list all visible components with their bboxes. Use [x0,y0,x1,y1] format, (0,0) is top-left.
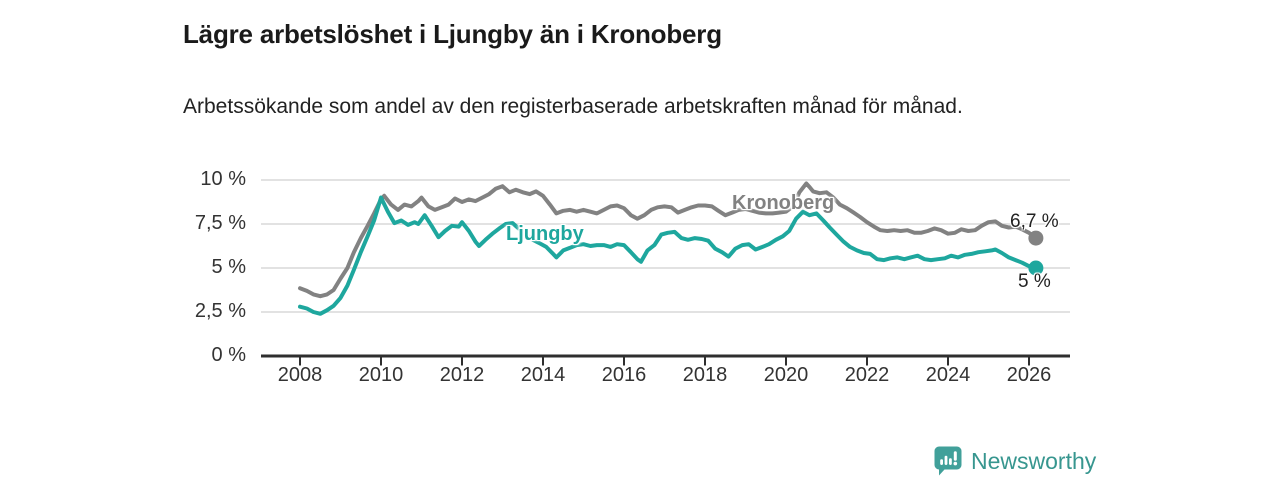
page-title: Lägre arbetslöshet i Ljungby än i Kronob… [183,19,722,50]
x-tick-label: 2008 [277,364,323,386]
end-dot-kronoberg [1028,230,1044,246]
x-tick-label: 2018 [682,364,728,386]
x-tick-label: 2016 [601,364,647,386]
end-value-label-ljungby: 5 % [1018,271,1051,292]
y-tick-label: 0 % [211,344,246,366]
chart-subtitle: Arbetssökande som andel av den registerb… [183,95,963,118]
y-tick-label: 10 % [200,168,246,190]
x-tick-label: 2010 [358,364,404,386]
line-series-kronoberg [298,181,1038,299]
x-tick-label: 2012 [439,364,485,386]
x-tick-label: 2020 [763,364,809,386]
newsworthy-logo-icon [934,446,962,475]
x-tick-label: 2014 [520,364,566,386]
y-tick-label: 5 % [211,256,246,278]
y-tick-label: 7,5 % [194,212,246,234]
y-tick-label: 2,5 % [194,300,246,322]
x-tick-label: 2024 [925,364,971,386]
x-tick-label: 2022 [844,364,890,386]
line-series-ljungby [298,195,1038,316]
series-label-kronoberg: Kronoberg [732,192,835,214]
newsworthy-wordmark: Newsworthy [971,447,1097,474]
series-label-ljungby: Ljungby [506,223,584,245]
end-dot-ljungby [1028,260,1044,276]
end-value-label-kronoberg: 6,7 % [1010,211,1059,232]
x-tick-label: 2026 [1006,364,1052,386]
newsworthy-logo[interactable]: Newsworthy [934,445,1096,477]
